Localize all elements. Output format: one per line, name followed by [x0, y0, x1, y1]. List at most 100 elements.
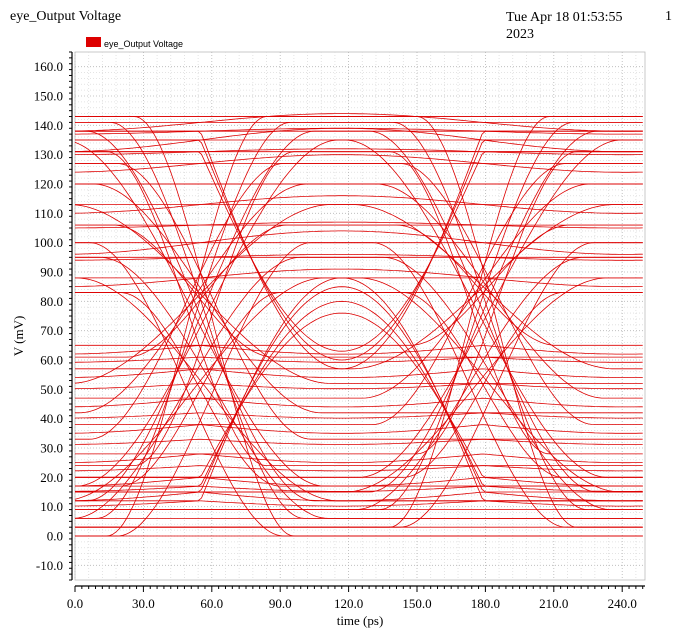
y-tick-label: 150.0	[34, 89, 63, 104]
trace-line-low	[74, 476, 643, 487]
x-tick-label: 240.0	[608, 596, 637, 611]
y-axis-label: V (mV)	[11, 316, 26, 357]
trace-line-rising	[75, 116, 643, 537]
trace-line-low	[74, 368, 643, 378]
trace-line-rising	[75, 151, 643, 455]
x-tick-label: 60.0	[200, 596, 223, 611]
trace-line-rising	[75, 183, 643, 399]
timestamp-line2: 2023	[506, 27, 534, 42]
trace-line-rising	[75, 224, 643, 346]
trace-line-low	[75, 500, 643, 507]
page-number: 1	[665, 9, 672, 24]
trace-line-rising	[74, 256, 643, 519]
trace-line-bow-lower	[75, 139, 643, 361]
y-tick-label: 30.0	[40, 441, 63, 456]
trace-line-bow-upper	[75, 300, 643, 487]
trace-line-falling	[75, 256, 643, 519]
trace-line-rising	[75, 204, 643, 370]
y-tick-label: 160.0	[34, 59, 63, 74]
trace-line-falling	[75, 277, 643, 502]
legend: eye_Output Voltage	[86, 37, 183, 49]
trace-line-falling	[75, 277, 643, 493]
trace-line-high	[74, 113, 643, 132]
trace-line-high	[75, 268, 643, 288]
trace-line-rising	[75, 224, 643, 358]
page-title: eye_Output Voltage	[10, 9, 122, 24]
trace-line-falling	[75, 204, 643, 370]
trace-line-rising	[75, 139, 643, 487]
trace-line-rising	[75, 122, 643, 519]
trace-line-low	[74, 397, 643, 408]
y-tick-label: 70.0	[40, 323, 63, 338]
y-tick-label: -10.0	[36, 558, 63, 573]
trace-line-low	[74, 356, 643, 363]
x-tick-label: 90.0	[269, 596, 292, 611]
trace-line-low	[75, 485, 643, 492]
y-tick-label: 20.0	[40, 470, 63, 485]
y-tick-label: 100.0	[34, 235, 63, 250]
y-tick-label: 40.0	[40, 411, 63, 426]
trace-line-falling	[75, 242, 643, 537]
trace-line-low	[75, 465, 643, 472]
trace-line-high	[74, 221, 643, 229]
trace-line-falling	[75, 116, 643, 528]
trace-line-bow-upper	[75, 286, 643, 493]
trace-line-falling	[75, 242, 643, 528]
trace-line-low	[75, 438, 643, 445]
trace-line-high	[75, 127, 643, 153]
trace-line-falling	[75, 183, 643, 414]
trace-line-high	[74, 195, 643, 214]
trace-line-high	[74, 230, 643, 255]
timestamp-line1: Tue Apr 18 01:53:55	[506, 10, 623, 25]
y-tick-label: 120.0	[34, 177, 63, 192]
x-tick-label: 0.0	[67, 596, 83, 611]
trace-line-low	[74, 383, 643, 390]
x-tick-label: 30.0	[132, 596, 155, 611]
trace-line-falling	[75, 163, 643, 425]
trace-line-high	[75, 148, 643, 156]
trace-line-bow-upper	[75, 277, 643, 502]
trace-line-falling	[75, 151, 643, 466]
legend-swatch	[86, 37, 101, 47]
trace-line-falling	[75, 116, 643, 537]
trace-line-bow-lower	[75, 130, 643, 370]
trace-line-low	[74, 424, 643, 434]
trace-line-falling	[74, 204, 643, 384]
x-tick-label: 120.0	[334, 596, 363, 611]
timestamp: Tue Apr 18 01:53:55 2023	[506, 9, 646, 43]
trace-line-low	[75, 453, 643, 464]
y-tick-label: 130.0	[34, 147, 63, 162]
axes: -10.0 0.0 10.0 20.0 30.0 40.0 50.0 60.0 70.0 80.0…	[11, 51, 645, 628]
trace-line-rising	[75, 256, 643, 510]
trace-lines	[74, 113, 643, 537]
trace-line-bow-upper	[75, 312, 643, 478]
trace-line-rising	[75, 292, 643, 478]
trace-line-falling	[75, 122, 643, 510]
trace-line-rising	[75, 292, 643, 487]
trace-line-falling	[75, 256, 643, 510]
x-tick-label: 150.0	[402, 596, 431, 611]
y-tick-label: 80.0	[40, 294, 63, 309]
trace-line-rising	[75, 163, 643, 425]
y-tick-label: 10.0	[40, 499, 63, 514]
y-tick-label: 110.0	[34, 206, 63, 221]
y-tick-label: 90.0	[40, 265, 63, 280]
x-tick-label: 210.0	[539, 596, 568, 611]
trace-line-falling	[75, 122, 643, 519]
y-tick-label: 60.0	[40, 353, 63, 368]
trace-line-falling	[75, 183, 643, 399]
trace-line-falling	[75, 224, 643, 358]
trace-line-falling	[75, 292, 643, 478]
trace-line-falling	[74, 141, 643, 487]
trace-line-falling	[75, 130, 643, 493]
x-axis-label: time (ps)	[337, 613, 384, 628]
trace-line-high	[75, 154, 643, 173]
trace-line-falling	[75, 292, 643, 487]
legend-label: eye_Output Voltage	[104, 39, 183, 49]
y-tick-label: 50.0	[40, 382, 63, 397]
trace-line-low	[74, 344, 643, 355]
trace-line-rising	[75, 130, 643, 493]
trace-line-falling	[75, 224, 643, 346]
y-tick-label: 140.0	[34, 118, 63, 133]
